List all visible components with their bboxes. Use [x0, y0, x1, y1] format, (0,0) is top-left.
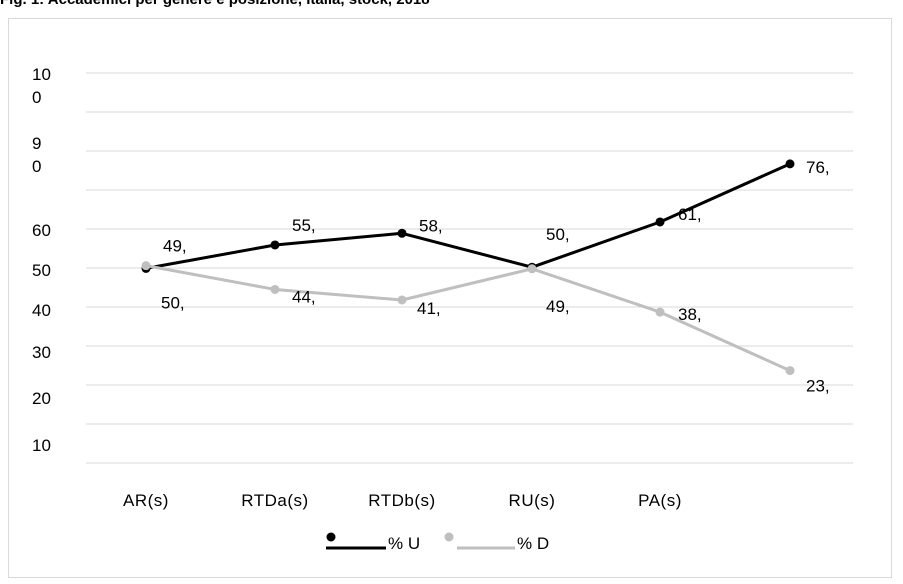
x-tick-label: AR(s) [123, 491, 169, 510]
data-point [785, 159, 795, 169]
data-label: 49, [163, 236, 187, 255]
x-tick-label: RU(s) [509, 491, 556, 510]
data-point [397, 295, 407, 305]
data-label: 55, [292, 216, 316, 235]
data-point [270, 240, 280, 250]
y-tick-label: 30 [32, 343, 51, 362]
legend-label: % D [517, 534, 549, 553]
series-line-u [145, 162, 791, 270]
y-tick-label: 20 [32, 389, 51, 408]
legend-marker [444, 532, 454, 542]
series-line-d [145, 264, 791, 372]
legend-label: % U [388, 534, 420, 553]
data-label: 41, [417, 299, 441, 318]
legend: % U % D [326, 532, 549, 553]
series-points [141, 159, 795, 376]
gridlines [86, 72, 853, 464]
y-tick-label: 10 [32, 65, 51, 84]
chart-frame [8, 18, 892, 578]
y-tick-label: 40 [32, 301, 51, 320]
data-label: 44, [292, 287, 316, 306]
data-point [655, 307, 665, 317]
series-lines [145, 162, 791, 372]
y-axis-labels: 10 0 9 0 60 50 40 30 20 10 [32, 65, 51, 455]
data-label: 38, [678, 305, 702, 324]
y-tick-label: 10 [32, 436, 51, 455]
data-point [527, 264, 537, 274]
y-tick-label: 9 [32, 134, 41, 153]
data-point [785, 366, 795, 376]
data-label: 23, [806, 377, 830, 396]
y-tick-label: 60 [32, 221, 51, 240]
data-point [141, 261, 151, 271]
y-tick-label: 0 [32, 157, 41, 176]
y-tick-label: 0 [32, 88, 41, 107]
data-label: 58, [419, 216, 443, 235]
data-point [270, 284, 280, 294]
x-tick-label: RTDa(s) [241, 491, 308, 510]
data-labels: 49, 55, 58, 50, 61, 76, 50, 44, 41, 49, 38, 23, [161, 158, 830, 396]
x-axis-labels: AR(s) RTDa(s) RTDb(s) RU(s) PA(s) [123, 491, 682, 510]
data-point [655, 217, 665, 227]
data-label: 61, [678, 205, 702, 224]
chart-title: Fig. 1: Accademici per genere e posizion… [0, 0, 430, 8]
data-label: 50, [161, 294, 185, 313]
data-point [397, 228, 407, 238]
x-tick-label: PA(s) [638, 491, 682, 510]
legend-marker [326, 532, 336, 542]
y-tick-label: 50 [32, 261, 51, 280]
data-label: 49, [546, 297, 570, 316]
x-tick-label: RTDb(s) [368, 491, 435, 510]
data-label: 76, [806, 158, 830, 177]
data-label: 50, [546, 225, 570, 244]
